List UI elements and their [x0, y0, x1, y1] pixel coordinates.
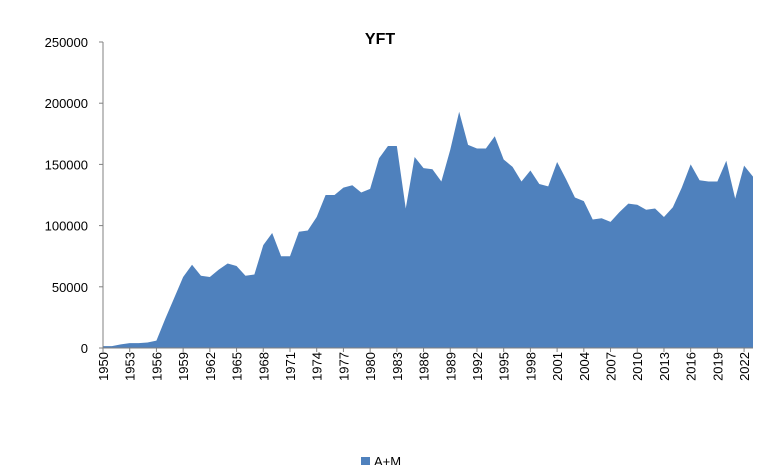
x-tick-label: 1977 — [336, 352, 351, 381]
series-area-a-m — [103, 111, 753, 349]
x-tick-label: 2007 — [604, 352, 619, 381]
x-tick-label: 1962 — [203, 352, 218, 381]
x-tick-label: 2010 — [630, 352, 645, 381]
legend: A+M — [361, 454, 401, 465]
x-tick-label: 1971 — [283, 352, 298, 381]
x-tick-label: 2004 — [577, 352, 592, 381]
x-tick-label: 1956 — [149, 352, 164, 381]
x-tick-label: 2019 — [710, 352, 725, 381]
x-tick-label: 2013 — [657, 352, 672, 381]
chart-title: YFT — [365, 31, 395, 48]
y-tick-label: 200000 — [45, 96, 88, 111]
x-tick-label: 1968 — [256, 352, 271, 381]
x-tick-label: 1986 — [417, 352, 432, 381]
x-tick-label: 2001 — [550, 352, 565, 381]
x-tick-label: 1953 — [123, 352, 138, 381]
y-tick-label: 50000 — [52, 280, 88, 295]
x-tick-label: 1965 — [230, 352, 245, 381]
x-tick-label: 1980 — [363, 352, 378, 381]
x-tick-label: 2022 — [737, 352, 752, 381]
y-tick-label: 100000 — [45, 219, 88, 234]
x-tick-label: 1950 — [96, 352, 111, 381]
legend-label-a-m: A+M — [374, 454, 401, 465]
y-axis: 0 50000 100000 150000 200000 250000 — [45, 35, 104, 356]
x-tick-label: 1989 — [443, 352, 458, 381]
legend-swatch-a-m — [361, 457, 370, 465]
x-tick-label: 1992 — [470, 352, 485, 381]
plot-area — [103, 111, 753, 349]
y-tick-label: 250000 — [45, 35, 88, 50]
y-tick-label: 0 — [81, 341, 88, 356]
x-tick-label: 1959 — [176, 352, 191, 381]
x-tick-label: 2016 — [684, 352, 699, 381]
x-tick-label: 1983 — [390, 352, 405, 381]
x-tick-label: 1995 — [497, 352, 512, 381]
x-axis: 1950 1953 1956 1959 1962 1965 1968 1971 1974 1977… — [96, 347, 753, 381]
y-tick-label: 150000 — [45, 157, 88, 172]
x-tick-label: 1974 — [310, 352, 325, 381]
x-tick-label: 1998 — [523, 352, 538, 381]
